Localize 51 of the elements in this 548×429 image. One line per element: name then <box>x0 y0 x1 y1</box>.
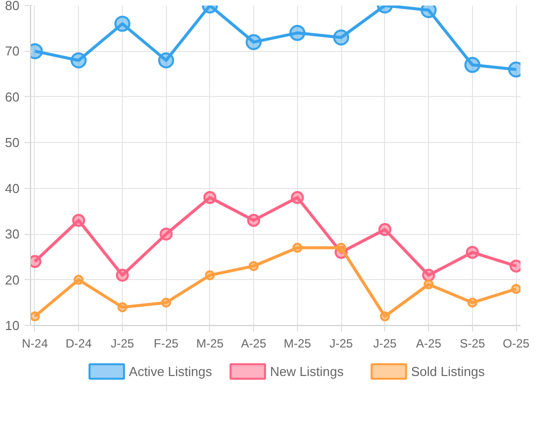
legend-label: Active Listings <box>128 364 212 379</box>
point <box>117 302 128 312</box>
point <box>30 311 40 322</box>
point <box>160 228 173 241</box>
point <box>290 191 304 204</box>
point <box>74 274 84 285</box>
point <box>161 298 172 308</box>
y-tick-label: 70 <box>5 44 20 59</box>
y-tick-label: 40 <box>5 180 20 196</box>
point <box>422 268 436 282</box>
x-tick-label: S-25 <box>460 336 486 350</box>
point <box>158 52 174 68</box>
point <box>114 16 130 32</box>
legend-label: Sold Listings <box>410 364 486 379</box>
point <box>116 268 129 282</box>
point <box>248 261 259 272</box>
point <box>378 223 392 236</box>
x-tick-label: M-25 <box>196 336 224 350</box>
point <box>246 34 262 50</box>
y-tick-label: 60 <box>5 89 20 104</box>
point <box>70 52 87 68</box>
point <box>336 242 346 253</box>
legend-label: New Listings <box>270 364 344 379</box>
point <box>72 214 86 227</box>
x-tick-label: N-24 <box>22 336 48 350</box>
point <box>467 298 478 308</box>
x-tick-label: M-25 <box>284 336 312 350</box>
point <box>333 30 350 46</box>
y-tick-label: 30 <box>5 226 20 242</box>
x-tick-label: A-25 <box>416 336 442 350</box>
y-tick-label: 10 <box>5 318 20 333</box>
point <box>380 311 390 322</box>
point <box>466 246 479 259</box>
point <box>204 270 215 280</box>
point <box>464 56 480 73</box>
point <box>289 24 306 41</box>
y-tick-label: 80 <box>5 0 20 13</box>
x-tick-label: F-25 <box>154 336 179 350</box>
x-tick-label: O-25 <box>502 336 530 350</box>
y-tick-label: 20 <box>5 272 20 288</box>
x-tick-label: J-25 <box>110 336 134 350</box>
point <box>511 284 520 294</box>
x-tick-label: A-25 <box>240 336 267 350</box>
point <box>247 214 260 227</box>
point <box>424 279 434 290</box>
x-tick-label: J-25 <box>329 336 354 350</box>
x-tick-label: D-24 <box>66 336 92 350</box>
y-tick-label: 50 <box>5 135 20 150</box>
point <box>203 191 216 204</box>
point <box>292 242 302 253</box>
x-tick-label: J-25 <box>373 336 397 350</box>
